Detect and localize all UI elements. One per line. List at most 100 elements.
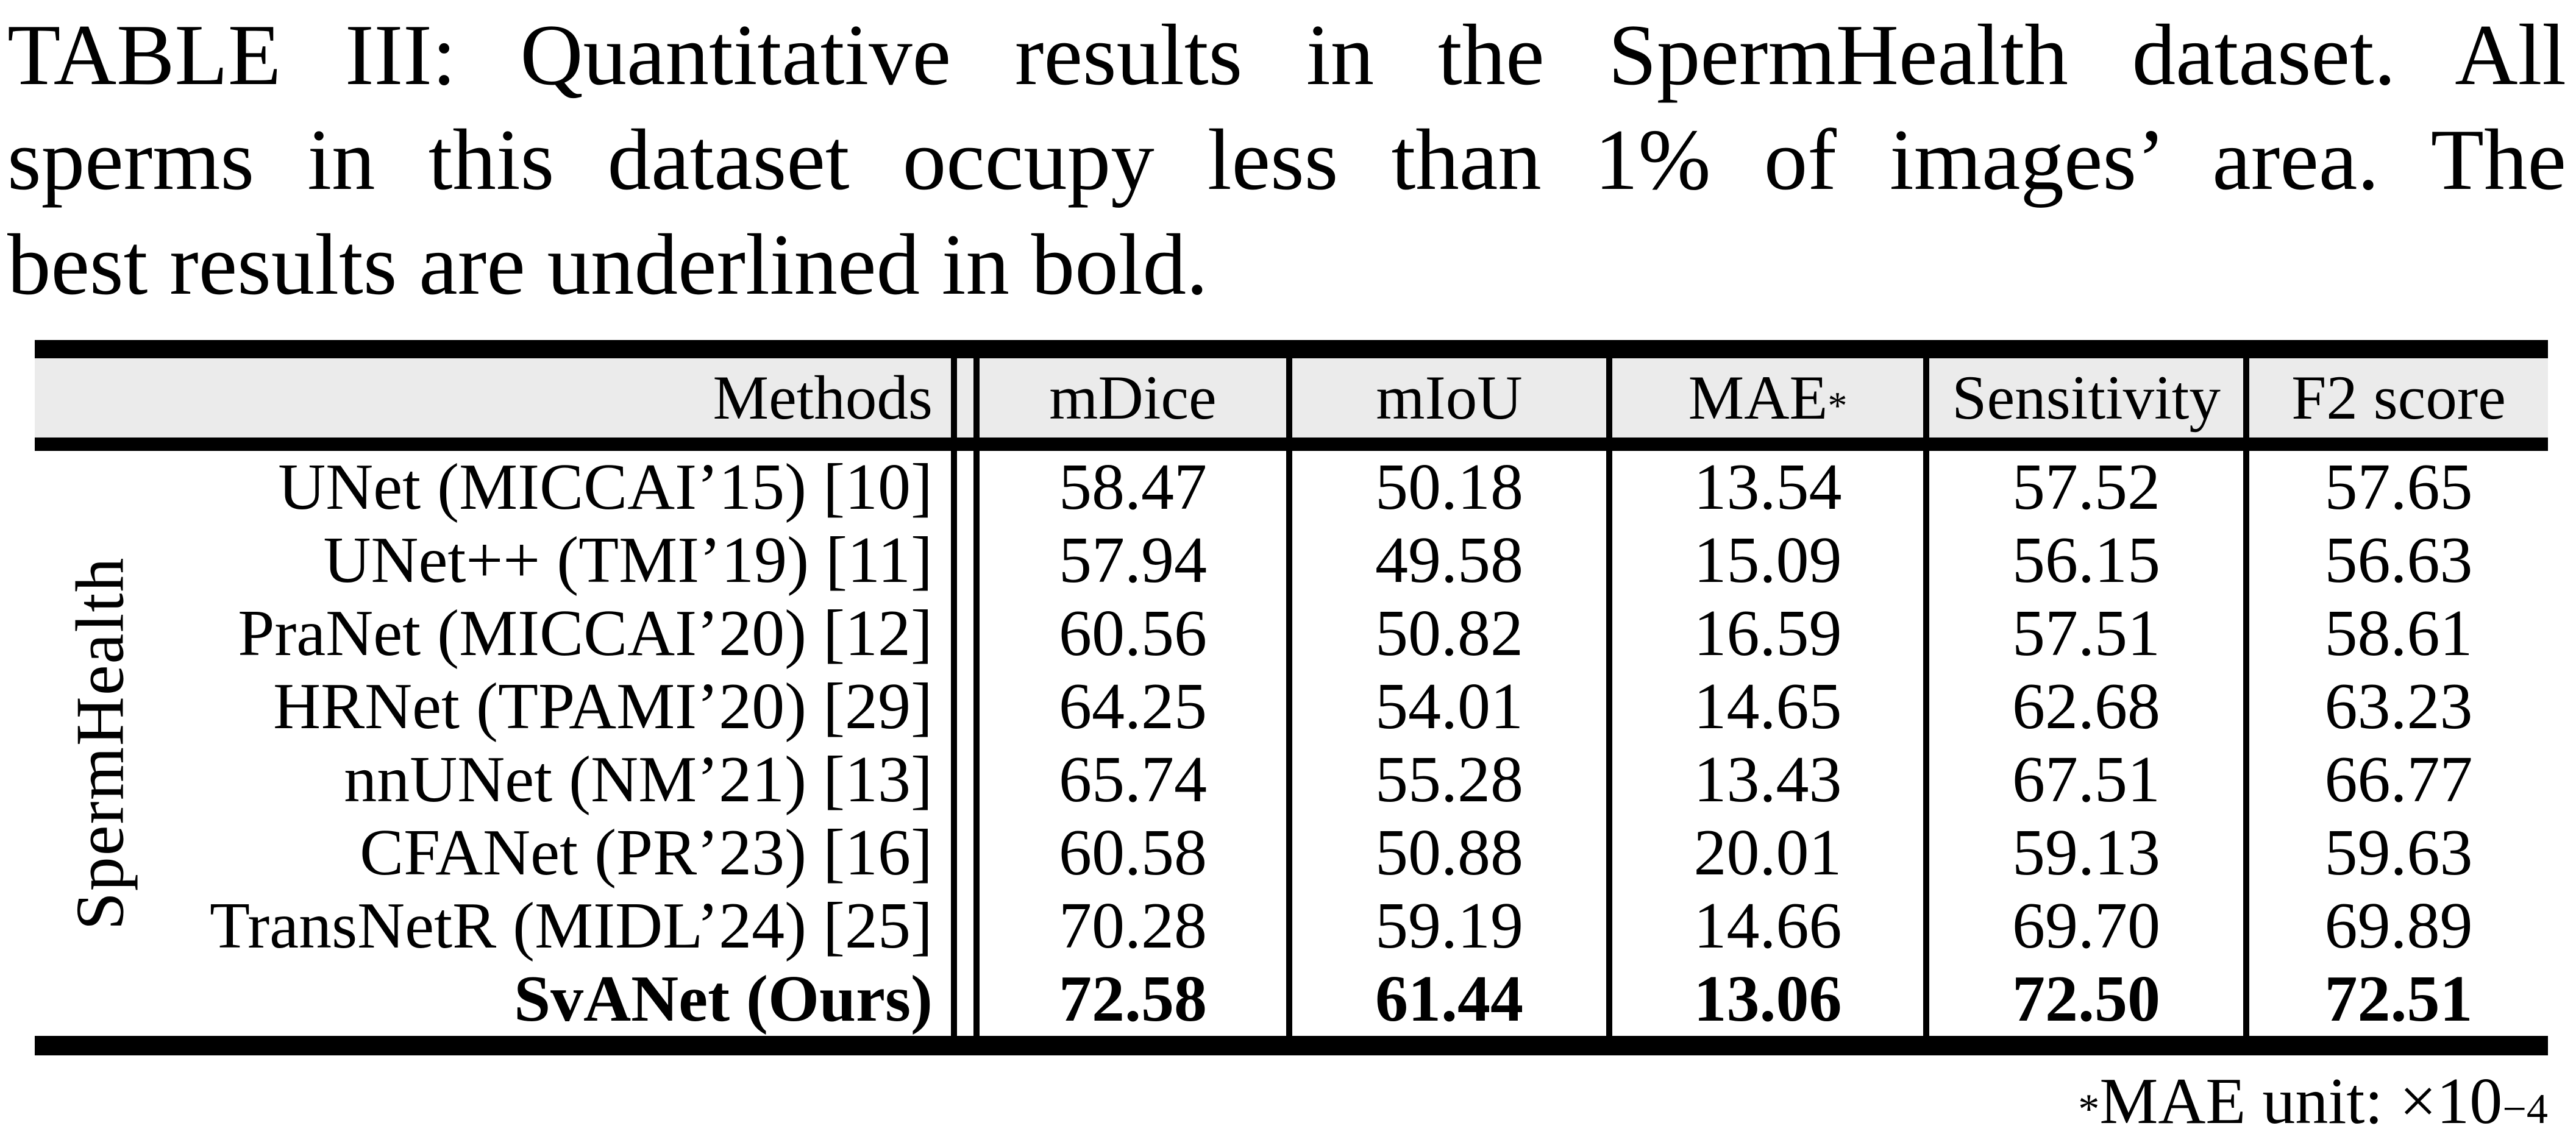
column-separator — [1286, 817, 1292, 890]
column-separator — [2243, 963, 2249, 1036]
method-cell: CFANet (PR’23) [16] — [360, 817, 933, 889]
table-row: HRNet (TPAMI’20) [29] 64.25 54.01 14.65 … — [35, 670, 2548, 743]
value-cell-mae: 15.09 — [1693, 524, 1842, 597]
value-cell-f2-score: 57.65 — [2324, 451, 2473, 523]
column-separator — [1286, 597, 1292, 670]
double-rule-line — [951, 743, 957, 817]
column-separator — [1923, 890, 1929, 963]
column-separator — [2243, 451, 2249, 524]
column-separator — [1606, 890, 1612, 963]
caption-line-1: TABLE III: Quantitative results in the S… — [7, 7, 2566, 103]
method-cell: PraNet (MICCAI’20) [12] — [238, 597, 933, 670]
double-rule-line — [951, 963, 957, 1036]
value-cell-sensitivity: 57.52 — [2012, 451, 2160, 523]
value-cell-mae: 14.65 — [1693, 670, 1842, 743]
column-separator — [1606, 963, 1612, 1036]
mae-label: MAE — [1688, 363, 1828, 433]
column-separator — [1923, 524, 1929, 597]
value-cell-f2-score: 72.51 — [2324, 963, 2473, 1035]
column-separator — [1923, 670, 1929, 743]
value-cell-f2-score: 69.89 — [2324, 890, 2473, 962]
column-separator — [1923, 817, 1929, 890]
column-separator — [2243, 524, 2249, 597]
method-cell: SvANet (Ours) — [514, 963, 933, 1035]
value-cell-f2-score: 58.61 — [2324, 597, 2473, 670]
header-row: Methods mDice mIoU MAE* Sensitivity F2 s… — [35, 358, 2548, 438]
column-header-miou: mIoU — [1292, 358, 1606, 438]
value-cell-miou: 50.18 — [1375, 451, 1523, 523]
double-rule-line — [973, 817, 980, 890]
column-separator — [1923, 743, 1929, 817]
caption-line-3: best results are underlined in bold. — [7, 216, 1208, 313]
double-rule-line — [973, 451, 980, 524]
value-cell-mdice: 72.58 — [1059, 963, 1207, 1035]
header-rule — [35, 438, 2548, 451]
column-separator — [1606, 817, 1612, 890]
value-cell-f2-score: 59.63 — [2324, 817, 2473, 889]
value-cell-sensitivity: 69.70 — [2012, 890, 2160, 962]
double-rule-gap — [957, 451, 973, 524]
method-cell: UNet (MICCAI’15) [10] — [278, 451, 933, 523]
value-cell-mdice: 60.58 — [1059, 817, 1207, 889]
column-header-mae: MAE* — [1612, 358, 1923, 438]
mae-asterisk: * — [1827, 384, 1848, 427]
table-row: TransNetR (MIDL’24) [25] 70.28 59.19 14.… — [35, 890, 2548, 963]
table-row: PraNet (MICCAI’20) [12] 60.56 50.82 16.5… — [35, 597, 2548, 670]
value-cell-miou: 54.01 — [1375, 670, 1523, 743]
results-table: Methods mDice mIoU MAE* Sensitivity F2 s… — [35, 340, 2548, 1055]
value-cell-mae: 13.54 — [1693, 451, 1842, 523]
mae-footnote: *MAE unit: ×10−4 — [2078, 1065, 2548, 1138]
double-rule-line — [951, 524, 957, 597]
method-cell: HRNet (TPAMI’20) [29] — [273, 670, 933, 743]
footnote-text: MAE unit: ×10 — [2099, 1065, 2503, 1138]
double-rule-line — [973, 670, 980, 743]
column-header-mdice: mDice — [980, 358, 1286, 438]
column-separator — [1606, 743, 1612, 817]
method-cell: TransNetR (MIDL’24) [25] — [210, 890, 933, 962]
caption-line-2: sperms in this dataset occupy less than … — [7, 112, 2566, 208]
value-cell-miou: 59.19 — [1375, 890, 1523, 962]
value-cell-f2-score: 56.63 — [2324, 524, 2473, 597]
table-row: UNet (MICCAI’15) [10] 58.47 50.18 13.54 … — [35, 451, 2548, 524]
footnote-asterisk: * — [2078, 1085, 2100, 1133]
table-row: nnUNet (NM’21) [13] 65.74 55.28 13.43 67… — [35, 743, 2548, 817]
column-separator — [1286, 890, 1292, 963]
double-rule-gap — [957, 817, 973, 890]
double-rule-line — [951, 890, 957, 963]
column-header-sensitivity: Sensitivity — [1929, 358, 2243, 438]
double-rule-gap — [957, 743, 973, 817]
value-cell-miou: 55.28 — [1375, 743, 1523, 816]
value-cell-mdice: 58.47 — [1059, 451, 1207, 523]
column-separator — [1923, 358, 1929, 438]
top-rule — [35, 340, 2548, 358]
double-rule-line — [951, 451, 957, 524]
double-rule-gap — [957, 524, 973, 597]
value-cell-miou: 49.58 — [1375, 524, 1523, 597]
table-row: UNet++ (TMI’19) [11] 57.94 49.58 15.09 5… — [35, 524, 2548, 597]
column-separator — [2243, 890, 2249, 963]
method-cell: UNet++ (TMI’19) [11] — [323, 524, 933, 597]
column-separator — [1286, 743, 1292, 817]
double-rule-line — [951, 670, 957, 743]
value-cell-mae: 13.43 — [1693, 743, 1842, 816]
double-rule-line — [973, 963, 980, 1036]
double-rule-gap — [957, 670, 973, 743]
column-header-methods: Methods — [35, 358, 951, 438]
value-cell-miou: 61.44 — [1375, 963, 1523, 1035]
double-rule-line — [973, 597, 980, 670]
value-cell-mdice: 57.94 — [1059, 524, 1207, 597]
double-rule-line — [973, 524, 980, 597]
double-rule-gap — [957, 358, 973, 438]
value-cell-mdice: 60.56 — [1059, 597, 1207, 670]
value-cell-mdice: 64.25 — [1059, 670, 1207, 743]
dataset-label: SpermHealth — [62, 556, 138, 930]
double-rule-line — [973, 743, 980, 817]
value-cell-mae: 20.01 — [1693, 817, 1842, 889]
double-rule-line — [951, 597, 957, 670]
value-cell-mae: 16.59 — [1693, 597, 1842, 670]
value-cell-mdice: 70.28 — [1059, 890, 1207, 962]
value-cell-mae: 13.06 — [1693, 963, 1842, 1035]
value-cell-sensitivity: 56.15 — [2012, 524, 2160, 597]
bottom-rule — [35, 1036, 2548, 1055]
double-rule-gap — [957, 597, 973, 670]
